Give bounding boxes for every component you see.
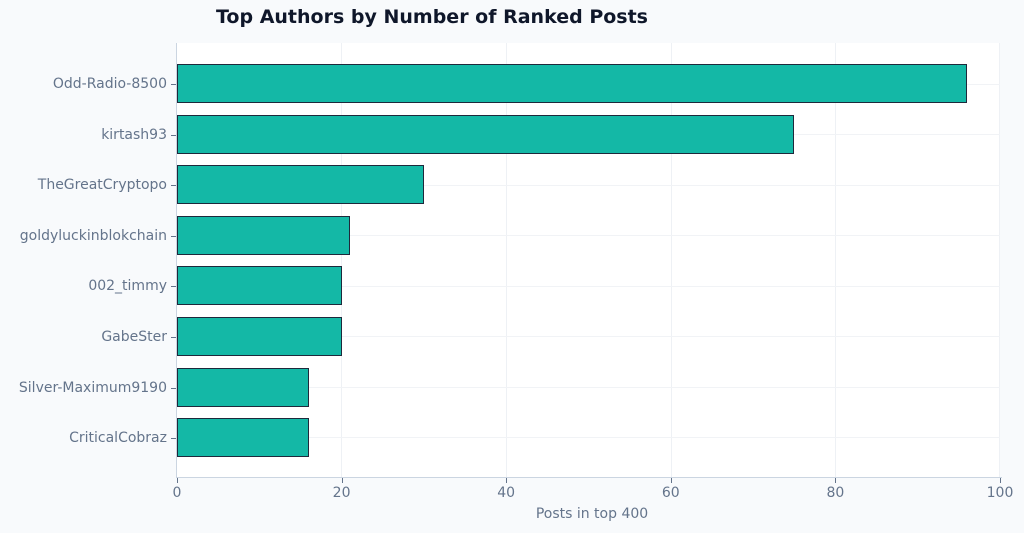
grid-line bbox=[341, 43, 342, 477]
grid-line bbox=[177, 286, 1000, 287]
y-tick bbox=[171, 134, 176, 136]
bar bbox=[177, 114, 795, 154]
y-tick bbox=[171, 235, 176, 237]
x-tick bbox=[177, 478, 178, 483]
x-tick-label: 80 bbox=[826, 485, 845, 501]
chart-title: Top Authors by Number of Ranked Posts bbox=[215, 6, 648, 28]
y-tick bbox=[171, 185, 176, 187]
x-tick-label: 60 bbox=[661, 485, 680, 501]
x-tick bbox=[341, 478, 343, 483]
y-tick bbox=[171, 438, 176, 440]
y-tick bbox=[171, 286, 176, 288]
x-tick bbox=[835, 478, 837, 483]
bar bbox=[177, 165, 424, 205]
bar bbox=[177, 418, 309, 458]
x-axis-line bbox=[176, 477, 1002, 478]
y-tick bbox=[171, 337, 176, 338]
grid-line bbox=[999, 43, 1000, 477]
y-tick-label: 002_timmy bbox=[88, 278, 167, 295]
y-tick-label: Odd-Radio-8500 bbox=[52, 76, 167, 92]
x-tick bbox=[1000, 478, 1001, 483]
grid-line bbox=[177, 185, 1000, 186]
y-tick bbox=[171, 84, 176, 85]
x-tick bbox=[670, 478, 672, 483]
x-tick-label: 40 bbox=[497, 485, 516, 501]
y-tick-label: kirtash93 bbox=[101, 126, 167, 143]
bar bbox=[177, 64, 968, 103]
bar bbox=[177, 317, 342, 356]
bar bbox=[177, 266, 342, 306]
x-tick bbox=[506, 478, 508, 483]
y-tick bbox=[171, 387, 176, 389]
x-tick-label: 0 bbox=[172, 485, 182, 501]
x-axis-title: Posts in top 400 bbox=[535, 506, 649, 522]
x-tick-label: 100 bbox=[986, 485, 1014, 501]
bar bbox=[177, 367, 309, 407]
grid-line bbox=[506, 43, 507, 477]
grid-line bbox=[177, 437, 1000, 438]
grid-line bbox=[177, 387, 1000, 388]
bar bbox=[177, 215, 350, 255]
plot-area bbox=[177, 43, 1000, 477]
grid-line bbox=[177, 235, 1000, 236]
grid-line bbox=[671, 43, 672, 477]
y-tick-label: goldyluckinblokchain bbox=[19, 227, 167, 244]
grid-line bbox=[177, 336, 1000, 337]
grid-line bbox=[835, 43, 836, 477]
y-tick-label: GabeSter bbox=[101, 329, 167, 345]
y-tick-label: Silver-Maximum9190 bbox=[18, 379, 167, 396]
y-tick-label: TheGreatCryptopo bbox=[37, 177, 167, 194]
y-tick-label: CriticalCobraz bbox=[69, 430, 167, 447]
x-tick-label: 20 bbox=[332, 485, 351, 501]
y-axis-line bbox=[176, 43, 177, 477]
